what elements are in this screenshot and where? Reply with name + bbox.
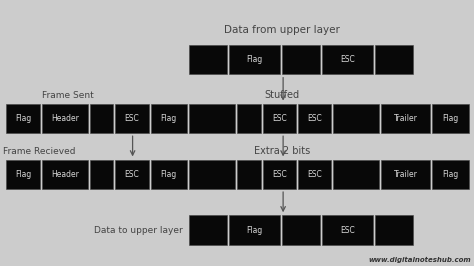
Bar bbox=[263, 104, 296, 133]
Bar bbox=[263, 160, 296, 189]
Bar bbox=[237, 104, 261, 133]
Bar bbox=[298, 160, 331, 189]
Text: Data to upper layer: Data to upper layer bbox=[94, 226, 182, 235]
Text: Stuffed: Stuffed bbox=[264, 90, 300, 100]
Text: Flag: Flag bbox=[161, 114, 177, 123]
Text: Header: Header bbox=[51, 170, 79, 179]
Bar bbox=[42, 160, 88, 189]
Text: Flag: Flag bbox=[161, 170, 177, 179]
Bar bbox=[189, 104, 235, 133]
Bar bbox=[7, 160, 40, 189]
Bar bbox=[375, 45, 412, 74]
Text: ESC: ESC bbox=[272, 114, 287, 123]
Text: ESC: ESC bbox=[125, 170, 139, 179]
Text: www.digitalnoteshub.com: www.digitalnoteshub.com bbox=[368, 257, 471, 263]
Text: Trailer: Trailer bbox=[394, 170, 418, 179]
Bar bbox=[115, 104, 149, 133]
Text: Frame Sent: Frame Sent bbox=[42, 91, 93, 100]
Text: ESC: ESC bbox=[307, 114, 322, 123]
Bar bbox=[321, 45, 373, 74]
Bar bbox=[7, 104, 40, 133]
Bar bbox=[432, 104, 469, 133]
Text: ESC: ESC bbox=[340, 226, 355, 235]
Text: ESC: ESC bbox=[307, 170, 322, 179]
Bar bbox=[115, 160, 149, 189]
Bar bbox=[151, 104, 187, 133]
Text: Trailer: Trailer bbox=[394, 114, 418, 123]
Bar bbox=[189, 160, 235, 189]
Text: Flag: Flag bbox=[246, 55, 263, 64]
Bar bbox=[333, 160, 379, 189]
Text: Extra 2 bits: Extra 2 bits bbox=[254, 146, 310, 156]
Bar bbox=[189, 45, 227, 74]
Bar bbox=[432, 160, 469, 189]
Text: Frame Recieved: Frame Recieved bbox=[3, 147, 76, 156]
Bar bbox=[381, 160, 430, 189]
Bar bbox=[321, 215, 373, 245]
Bar bbox=[90, 160, 113, 189]
Bar bbox=[237, 160, 261, 189]
Bar bbox=[375, 215, 412, 245]
Bar bbox=[228, 215, 280, 245]
Bar bbox=[189, 215, 227, 245]
Text: Flag: Flag bbox=[15, 170, 31, 179]
Text: ESC: ESC bbox=[272, 170, 287, 179]
Text: ESC: ESC bbox=[340, 55, 355, 64]
Bar bbox=[151, 160, 187, 189]
Bar bbox=[381, 104, 430, 133]
Text: Flag: Flag bbox=[15, 114, 31, 123]
Bar bbox=[282, 215, 319, 245]
Bar bbox=[333, 104, 379, 133]
Text: Flag: Flag bbox=[443, 170, 459, 179]
Text: Header: Header bbox=[51, 114, 79, 123]
Text: Data from upper layer: Data from upper layer bbox=[224, 24, 340, 35]
Bar bbox=[42, 104, 88, 133]
Bar bbox=[298, 104, 331, 133]
Bar bbox=[228, 45, 280, 74]
Bar bbox=[282, 45, 319, 74]
Text: Flag: Flag bbox=[246, 226, 263, 235]
Text: Flag: Flag bbox=[443, 114, 459, 123]
Text: ESC: ESC bbox=[125, 114, 139, 123]
Bar bbox=[90, 104, 113, 133]
